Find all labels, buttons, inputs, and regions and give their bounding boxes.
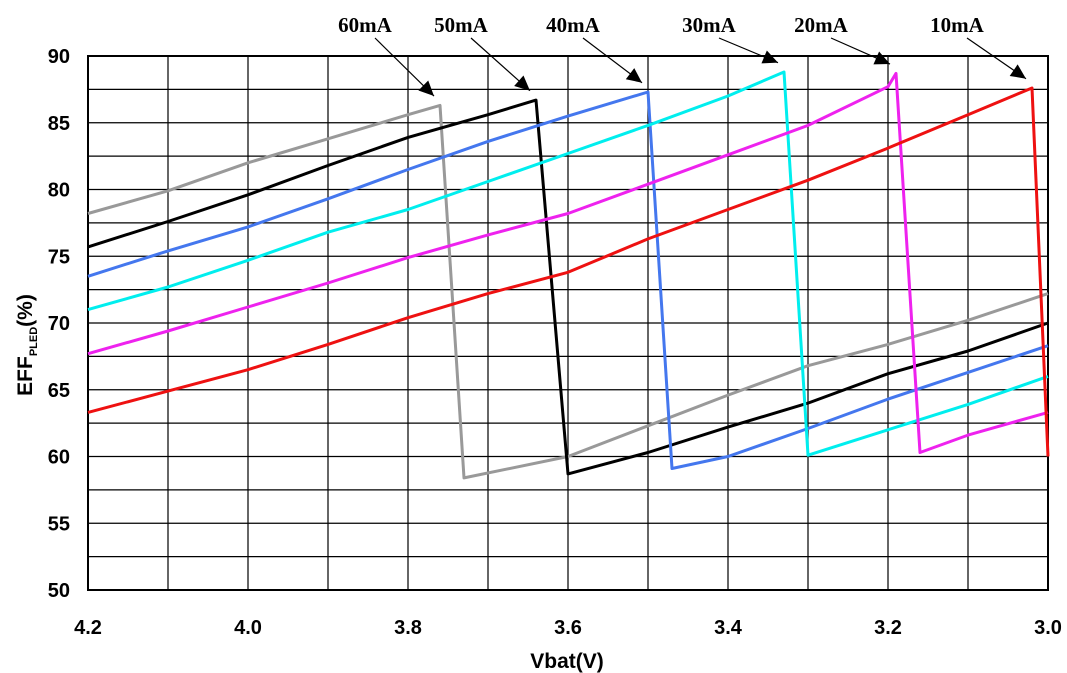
y-axis-title-suffix: (%) [14, 294, 37, 327]
x-tick-label: 4.2 [74, 617, 102, 639]
tick-labels: 4.2 4.0 3.8 3.6 3.4 3.2 3.0 90 85 80 75 70 65 60 55 50 [48, 46, 1062, 639]
series-label-20mA: 20mA [794, 13, 848, 37]
y-tick-label: 80 [48, 180, 70, 202]
series-callout-arrowhead [418, 80, 434, 97]
x-tick-label: 3.6 [554, 617, 582, 639]
y-tick-label: 50 [48, 580, 70, 602]
series-line-30mA [87, 70, 1049, 457]
y-tick-label: 60 [48, 447, 70, 469]
x-tick-label: 3.2 [874, 617, 902, 639]
y-tick-label: 90 [48, 46, 70, 68]
series-label-50mA: 50mA [434, 13, 488, 37]
series-label-30mA: 30mA [682, 13, 736, 37]
series-line-60mA [87, 103, 1049, 480]
series-layer [87, 70, 1050, 480]
series-label-40mA: 40mA [546, 13, 600, 37]
y-tick-label: 55 [48, 513, 70, 535]
series-callout-arrowhead [761, 50, 778, 64]
y-tick-label: 65 [48, 380, 70, 402]
series-callout-arrowhead [625, 68, 642, 83]
series-labels: 60mA 50mA 40mA 30mA 20mA 10mA [338, 13, 1027, 97]
series-label-60mA: 60mA [338, 13, 392, 37]
series-line-50mA [87, 98, 1049, 476]
series-callout-arrowhead [514, 75, 530, 91]
series-line-40mA [87, 90, 1049, 470]
series-callout-arrowhead [873, 51, 890, 65]
series-line-20mA [87, 71, 1049, 454]
y-axis-title-main: EFF [14, 356, 37, 396]
series-line-10mA [87, 86, 1050, 457]
x-axis-title: Vbat(V) [530, 650, 604, 673]
y-axis-title: EFFPLED(%) [14, 294, 40, 396]
grid [87, 55, 1049, 591]
y-tick-label: 85 [48, 113, 70, 135]
series-callout-arrowhead [1009, 64, 1026, 79]
x-tick-label: 3.0 [1034, 617, 1062, 639]
x-tick-label: 3.4 [714, 617, 743, 639]
x-tick-label: 4.0 [234, 617, 262, 639]
y-tick-label: 70 [48, 313, 70, 335]
x-tick-label: 3.8 [394, 617, 422, 639]
y-axis-title-sub: PLED [28, 327, 40, 356]
y-tick-label: 75 [48, 246, 70, 268]
series-label-10mA: 10mA [930, 13, 984, 37]
